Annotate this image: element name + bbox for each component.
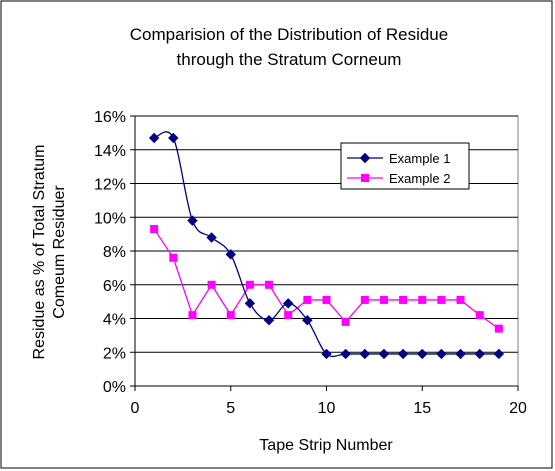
y-tick-label-4: 8%	[103, 244, 126, 261]
y-tick-label-1: 2%	[103, 345, 126, 362]
data-point-example-1-7	[263, 314, 275, 326]
data-point-example-2-18	[475, 311, 484, 320]
data-point-example-1-3	[187, 215, 198, 226]
data-point-example-1-11	[340, 348, 351, 360]
legend-marker-example-1	[359, 152, 371, 164]
data-point-example-2-9	[303, 295, 312, 304]
data-point-example-2-2	[169, 253, 178, 262]
data-point-example-1-16	[436, 348, 447, 360]
data-point-example-1-10	[321, 348, 332, 360]
data-point-example-2-16	[437, 295, 446, 304]
x-tick-label-0: 0	[131, 400, 140, 417]
data-point-example-1-2	[168, 132, 179, 144]
data-point-example-1-12	[359, 348, 371, 360]
x-tick-label-1: 5	[226, 400, 235, 417]
series-example-1	[148, 131, 505, 360]
data-point-example-2-6	[245, 280, 254, 289]
data-point-example-1-1	[148, 132, 160, 144]
chart-title-line-2: through the Stratum Corneum	[177, 50, 402, 69]
data-point-example-2-17	[456, 295, 465, 304]
gridlines	[135, 115, 518, 353]
data-point-example-1-4	[206, 232, 217, 243]
series-layer	[148, 131, 505, 360]
y-tick-label-6: 12%	[94, 177, 126, 194]
data-point-example-2-19	[494, 324, 503, 333]
y-axis-label-line-1: Residue as % of Total Stratum	[31, 145, 48, 360]
x-axis-label: Tape Strip Number	[259, 437, 393, 454]
series-example-2	[150, 225, 503, 333]
x-axis-ticks: 0 5 10 15 20	[131, 386, 527, 417]
y-axis-ticks: 0% 2% 4% 6% 8% 10% 12% 14% 16%	[94, 109, 135, 396]
y-tick-label-7: 14%	[94, 143, 126, 160]
data-point-example-2-1	[150, 225, 159, 234]
data-point-example-2-10	[322, 295, 331, 304]
y-tick-label-2: 4%	[103, 312, 126, 329]
data-point-example-1-13	[378, 348, 390, 360]
x-tick-label-2: 10	[318, 400, 336, 417]
y-tick-label-3: 6%	[103, 278, 126, 295]
legend-label-example-1: Example 1	[389, 151, 450, 166]
data-point-example-1-17	[455, 348, 466, 360]
data-point-example-2-8	[284, 311, 293, 320]
data-point-example-1-8	[282, 298, 294, 309]
data-point-example-2-12	[360, 295, 369, 304]
legend: Example 1 Example 2	[340, 142, 470, 190]
data-point-example-1-18	[474, 348, 485, 360]
data-point-example-2-14	[399, 295, 408, 304]
y-tick-label-8: 16%	[94, 109, 126, 126]
y-tick-label-0: 0%	[103, 379, 126, 396]
data-point-example-1-19	[493, 348, 505, 360]
data-point-example-2-7	[265, 280, 274, 289]
legend-label-example-2: Example 2	[389, 171, 450, 186]
y-tick-label-5: 10%	[94, 210, 126, 227]
x-tick-label-3: 15	[413, 400, 431, 417]
x-tick-label-4: 20	[509, 400, 527, 417]
data-point-example-2-11	[341, 317, 350, 326]
data-point-example-2-3	[188, 311, 197, 320]
y-axis-label-line-2: Comeum Residuer	[51, 185, 68, 319]
data-point-example-2-5	[226, 311, 235, 320]
data-point-example-2-4	[207, 280, 216, 289]
data-point-example-2-13	[379, 295, 388, 304]
data-point-example-1-15	[417, 348, 428, 360]
chart-title-line-1: Comparision of the Distribution of Resid…	[130, 25, 448, 44]
legend-marker-example-2	[361, 174, 369, 182]
data-point-example-2-15	[418, 295, 427, 304]
data-point-example-1-5	[225, 249, 236, 260]
data-point-example-1-9	[302, 314, 313, 326]
data-point-example-1-6	[244, 298, 256, 309]
data-point-example-1-14	[397, 348, 409, 360]
